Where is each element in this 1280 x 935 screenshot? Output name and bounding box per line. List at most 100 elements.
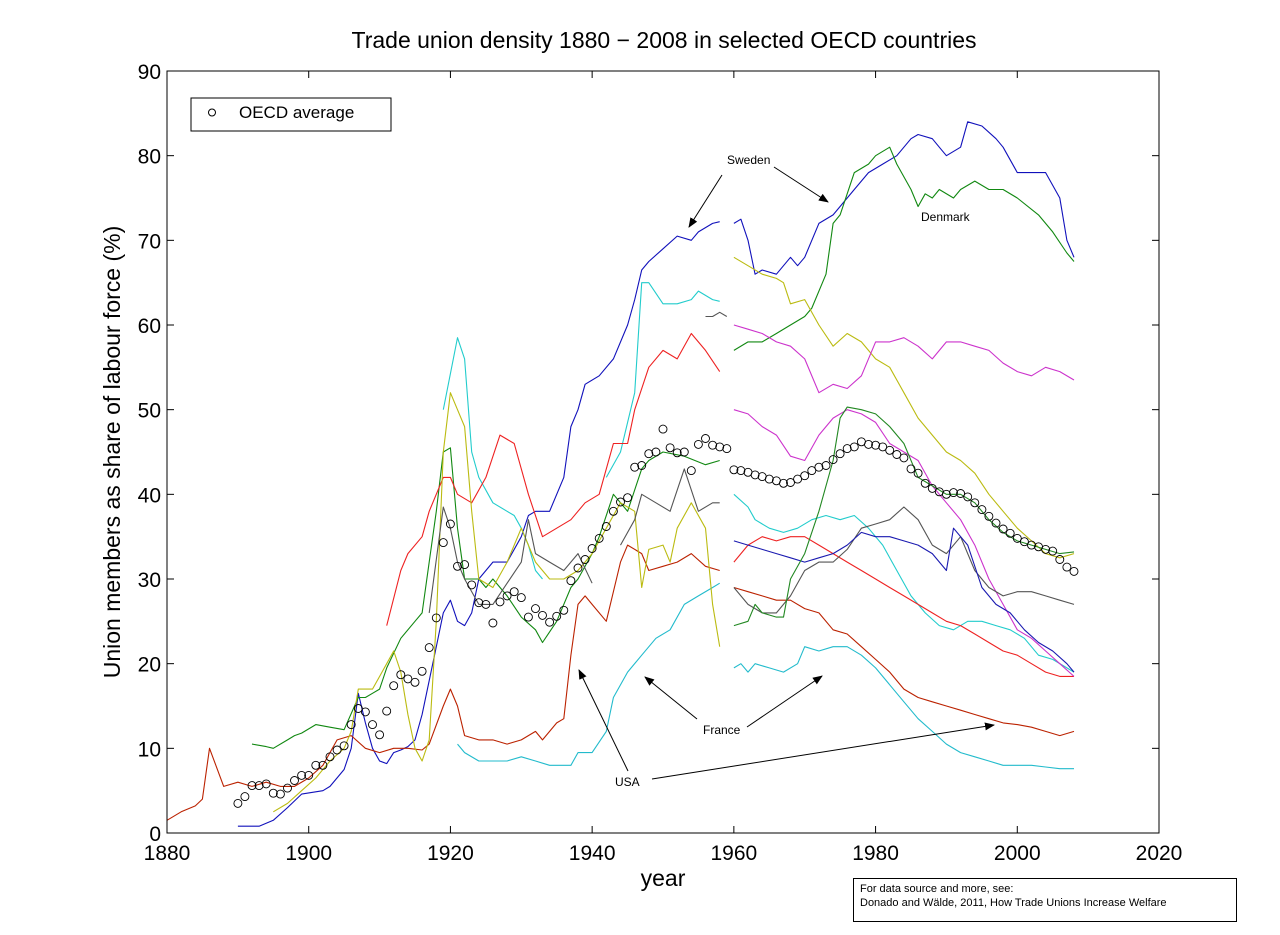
- oecd-average-point: [389, 681, 399, 691]
- oecd-average-point: [644, 449, 654, 459]
- source-note: For data source and more, see: Donado an…: [853, 878, 1237, 922]
- oecd-average-point: [283, 783, 292, 793]
- series-line-cyan-upper-3: [733, 493, 1075, 673]
- x-tick-label: 1960: [710, 842, 757, 865]
- series-line-usa-1: [166, 544, 720, 821]
- oecd-average-point: [715, 442, 725, 452]
- oecd-average-point: [828, 455, 838, 465]
- oecd-average-point: [431, 613, 441, 623]
- oecd-average-point: [268, 788, 278, 798]
- oecd-average-point: [1041, 544, 1051, 554]
- oecd-average-point: [339, 741, 349, 751]
- chart-title: Trade union density 1880 − 2008 in selec…: [352, 27, 977, 53]
- x-axis-label: year: [641, 865, 686, 891]
- oecd-average-point: [871, 440, 881, 450]
- oecd-average-point: [438, 538, 448, 548]
- series-line-green-lower-1: [733, 406, 1075, 627]
- oecd-average-point: [580, 555, 590, 564]
- oecd-average-markers: [233, 424, 1079, 808]
- legend: OECD average: [190, 97, 392, 132]
- oecd-average-point: [1027, 540, 1036, 550]
- oecd-average-point: [495, 597, 505, 607]
- oecd-average-point: [417, 666, 427, 676]
- x-tick-label: 1900: [285, 842, 332, 865]
- y-tick-label: 10: [138, 738, 161, 761]
- oecd-average-point: [1005, 528, 1015, 538]
- oecd-average-point: [1062, 562, 1072, 572]
- annotation-usa: USA: [615, 775, 640, 789]
- oecd-average-point: [467, 580, 477, 590]
- oecd-average-point: [566, 576, 576, 586]
- oecd-average-point: [424, 643, 434, 653]
- oecd-average-point: [616, 497, 625, 507]
- oecd-average-point: [254, 781, 264, 791]
- oecd-average-point: [1048, 546, 1058, 556]
- series-line-usa-2: [733, 586, 1075, 737]
- oecd-average-point: [368, 720, 377, 730]
- oecd-average-point: [233, 798, 243, 808]
- y-tick-label: 50: [138, 400, 161, 423]
- x-tick-label: 1880: [144, 842, 191, 865]
- oecd-average-point: [849, 442, 859, 452]
- oecd-average-point: [899, 453, 909, 463]
- y-axis: 0 10 20 30 40 50 60 70 80 90: [138, 61, 1159, 846]
- x-tick-label: 2000: [994, 842, 1041, 865]
- oecd-average-point: [1012, 533, 1022, 543]
- series-line-red-upper-1: [386, 332, 721, 626]
- source-note-line-1: For data source and more, see:: [860, 883, 1014, 895]
- oecd-average-point: [892, 450, 902, 459]
- oecd-average-point: [545, 617, 555, 627]
- series-layer: [166, 121, 1075, 827]
- oecd-average-point: [375, 730, 385, 740]
- oecd-average-point: [779, 478, 788, 488]
- oecd-average-point: [665, 443, 675, 453]
- oecd-average-point: [474, 598, 484, 608]
- oecd-average-point: [906, 464, 916, 474]
- oecd-average-point: [382, 706, 392, 716]
- plot-frame: [166, 70, 1160, 834]
- oecd-average-point: [729, 465, 739, 475]
- oecd-average-point: [261, 779, 271, 789]
- oecd-average-point: [360, 707, 370, 717]
- oecd-average-point: [835, 449, 845, 459]
- arrow-usa-right: [651, 722, 995, 780]
- oecd-average-point: [651, 447, 661, 457]
- x-tick-label: 2020: [1136, 842, 1183, 865]
- y-tick-label: 80: [138, 146, 161, 169]
- series-line-denmark-2: [733, 146, 1075, 351]
- series-line-magenta-2: [733, 409, 1075, 677]
- oecd-average-point: [686, 466, 696, 476]
- oecd-average-point: [502, 591, 512, 601]
- oecd-average-point: [509, 587, 519, 597]
- oecd-average-point: [920, 478, 930, 488]
- oecd-average-point: [963, 492, 973, 502]
- y-tick-label: 70: [138, 230, 161, 253]
- oecd-average-point: [538, 610, 547, 620]
- series-line-cyan-upper-2: [605, 282, 720, 478]
- oecd-average-point: [247, 781, 257, 791]
- oecd-average-point: [793, 474, 803, 484]
- oecd-average-point: [445, 519, 455, 529]
- series-line-cyan-france-1: [457, 582, 720, 766]
- x-tick-label: 1920: [427, 842, 474, 865]
- oecd-average-point: [800, 471, 810, 481]
- arrow-sweden-left: [688, 174, 723, 228]
- oecd-average-point: [608, 506, 618, 516]
- oecd-average-point: [658, 424, 668, 434]
- series-line-gray-4: [733, 506, 1075, 614]
- oecd-average-point: [516, 593, 526, 603]
- oecd-average-point: [693, 439, 703, 449]
- oecd-average-point: [927, 483, 937, 493]
- oecd-average-point: [531, 604, 540, 614]
- oecd-average-point: [977, 505, 987, 515]
- legend-marker-oecd-average: [208, 108, 216, 117]
- oecd-average-point: [913, 468, 923, 478]
- oecd-average-point: [842, 444, 852, 454]
- oecd-average-point: [991, 518, 1001, 528]
- annotation-denmark: Denmark: [921, 210, 971, 224]
- oecd-average-point: [878, 442, 888, 452]
- oecd-average-point: [1055, 555, 1065, 564]
- oecd-average-point: [304, 770, 314, 780]
- arrow-france-left: [644, 676, 698, 720]
